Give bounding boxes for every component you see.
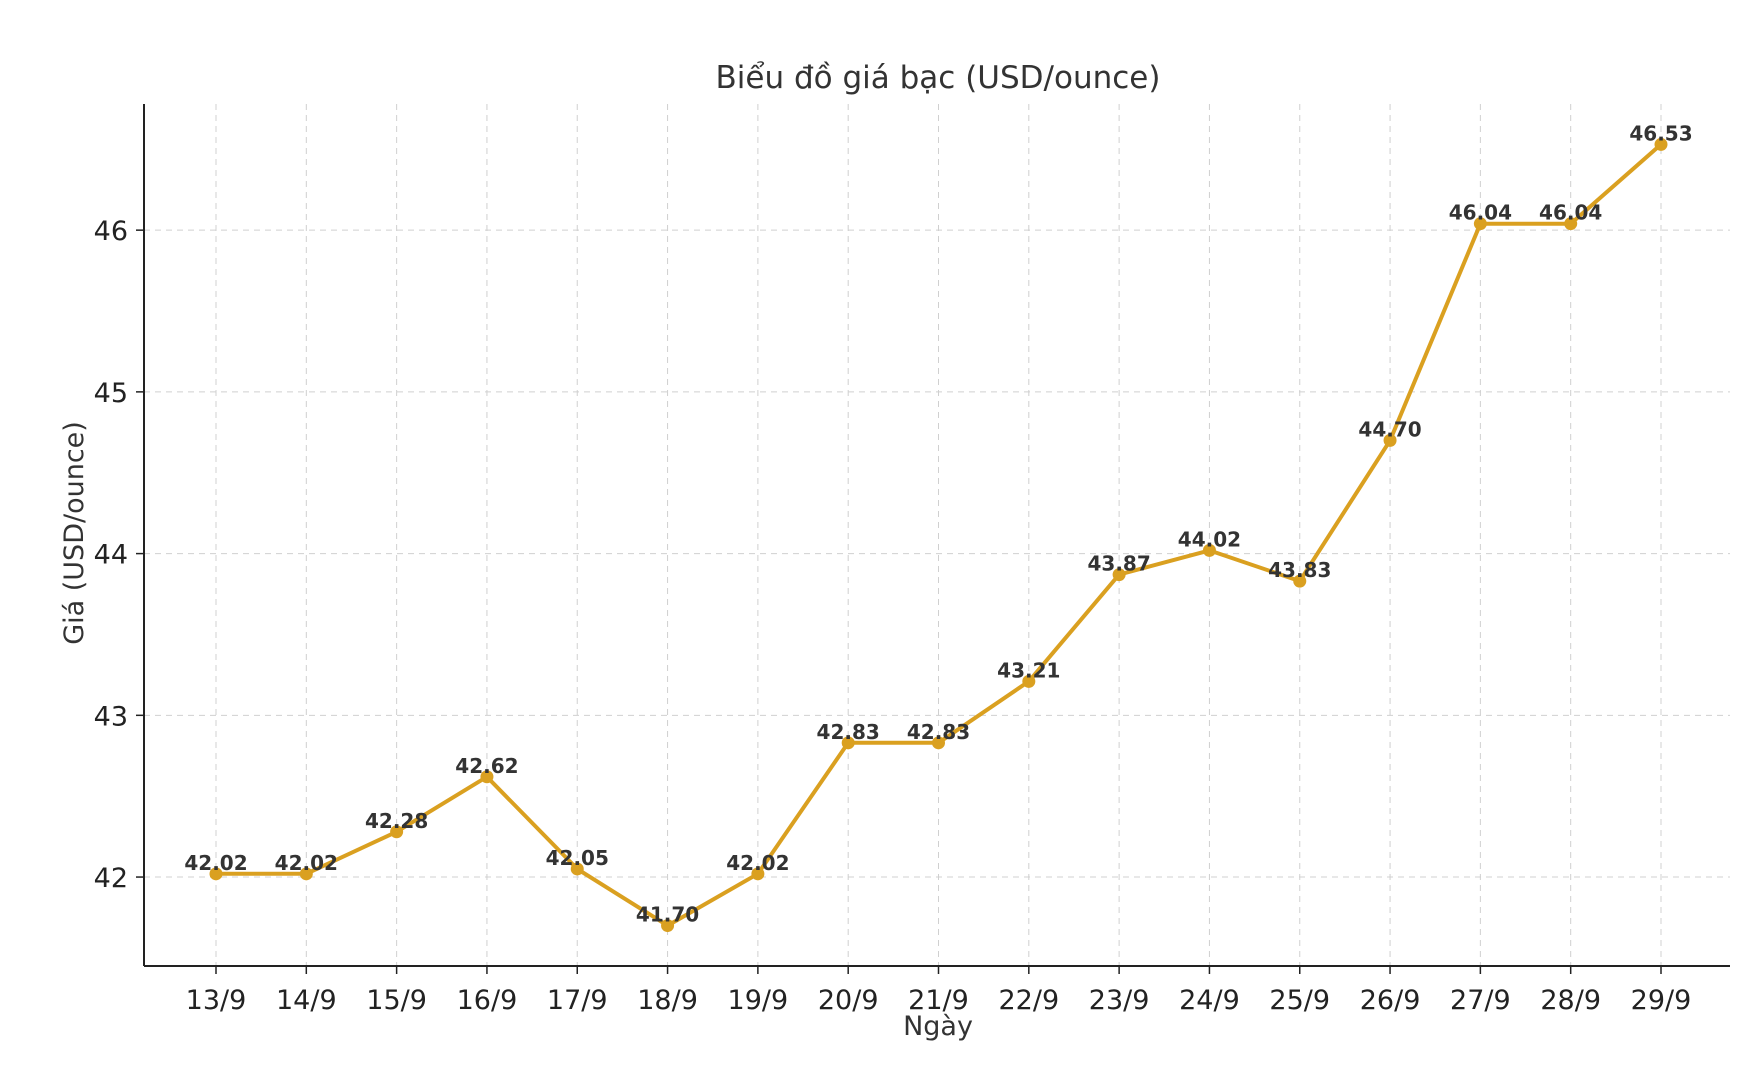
x-tick-label: 24/9 [1179,985,1240,1016]
data-point [1022,674,1036,688]
x-tick-label: 17/9 [547,985,608,1016]
data-label: 44.02 [1178,527,1241,551]
y-tick-label: 42 [94,863,128,894]
data-label: 44.70 [1358,417,1421,441]
data-label: 46.04 [1539,201,1602,225]
data-label: 41.70 [636,903,699,927]
data-point [1202,543,1216,557]
y-tick-label: 43 [94,701,128,732]
data-point [209,867,223,881]
data-point [751,867,765,881]
data-point [661,919,675,933]
data-label: 42.05 [546,846,609,870]
data-point [1654,137,1668,151]
data-label: 42.83 [907,720,970,744]
data-label: 42.02 [275,851,338,875]
data-point [1383,433,1397,447]
chart-title: Biểu đồ giá bạc (USD/ounce) [716,60,1161,96]
x-tick-label: 14/9 [276,985,337,1016]
x-tick-label: 19/9 [728,985,789,1016]
x-tick-label: 15/9 [366,985,427,1016]
series-layer [209,137,1668,933]
x-tick-label: 25/9 [1269,985,1330,1016]
data-point [390,825,404,839]
axes: 13/9 14/9 15/9 16/9 17/9 18/9 19/9 20/9 21/9 22/9… [94,104,1730,1016]
x-axis-label: Ngày [903,1011,973,1042]
data-label: 42.83 [817,720,880,744]
data-point [480,770,494,784]
grid [144,104,1730,966]
data-label: 42.62 [455,754,518,778]
data-label: 46.53 [1629,121,1692,145]
x-tick-label: 16/9 [457,985,518,1016]
data-labels: 42.02 42.02 42.28 42.62 42.05 41.70 42.02 42.83… [184,121,1692,926]
data-point [1112,568,1126,582]
x-tick-label: 18/9 [637,985,698,1016]
data-point [570,862,584,876]
x-tick-label: 21/9 [908,985,969,1016]
data-label: 46.04 [1449,201,1512,225]
x-tick-label: 29/9 [1631,985,1692,1016]
data-point [932,736,945,750]
x-tick-label: 23/9 [1089,985,1150,1016]
x-tick-label: 22/9 [998,985,1059,1016]
y-tick-label: 45 [94,378,128,409]
data-label: 42.02 [184,851,247,875]
data-point [841,736,855,750]
data-point [299,867,313,881]
data-point [1293,574,1307,588]
data-label: 43.87 [1087,552,1150,576]
data-label: 42.02 [726,851,789,875]
x-tick-label: 27/9 [1450,985,1511,1016]
data-point [1473,217,1487,231]
x-tick-label: 20/9 [818,985,879,1016]
data-label: 43.83 [1268,558,1331,582]
y-tick-label: 44 [94,540,128,571]
data-label: 43.21 [997,658,1060,682]
x-tick-label: 26/9 [1360,985,1421,1016]
data-label: 42.28 [365,809,428,833]
y-tick-label: 46 [94,216,128,247]
data-point [1564,217,1578,231]
x-tick-label: 28/9 [1540,985,1601,1016]
x-tick-label: 13/9 [186,985,247,1016]
y-axis-label: Giá (USD/ounce) [59,421,90,645]
